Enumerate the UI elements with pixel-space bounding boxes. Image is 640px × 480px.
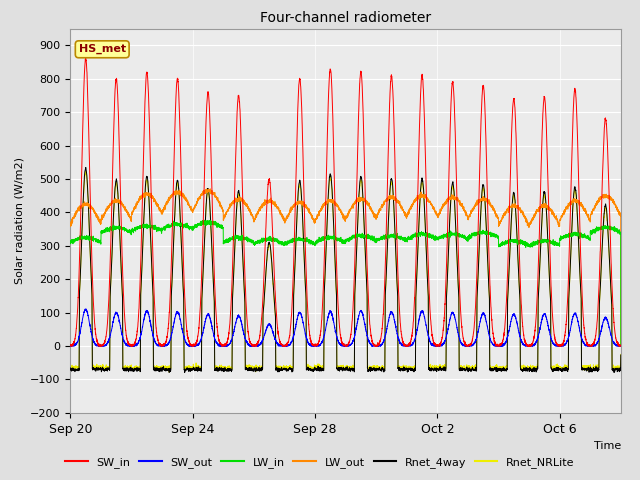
Legend: SW_in, SW_out, LW_in, LW_out, Rnet_4way, Rnet_NRLite: SW_in, SW_out, LW_in, LW_out, Rnet_4way,… [61,452,579,472]
Text: HS_met: HS_met [79,44,126,54]
Title: Four-channel radiometer: Four-channel radiometer [260,11,431,25]
Y-axis label: Solar radiation (W/m2): Solar radiation (W/m2) [15,157,24,284]
X-axis label: Time: Time [593,441,621,451]
